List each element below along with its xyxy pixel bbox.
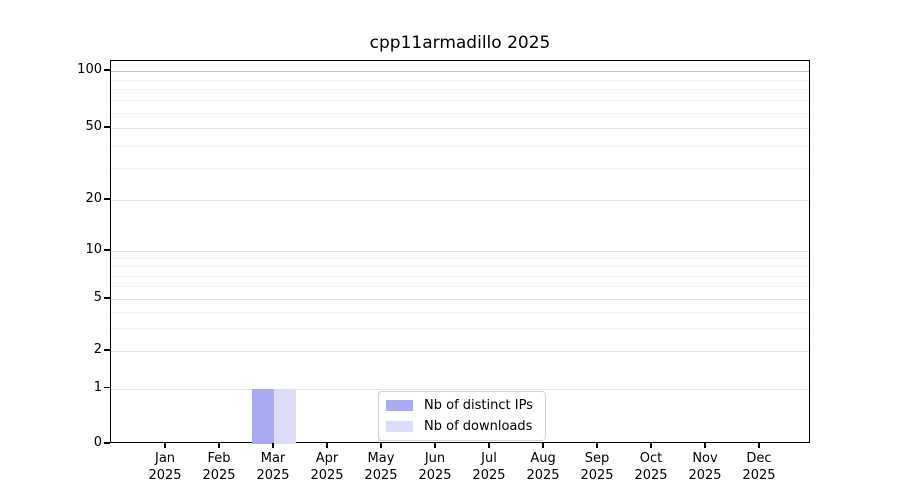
x-tick-month: Jun <box>424 451 446 466</box>
minor-gridline <box>111 327 809 329</box>
minor-gridline <box>111 275 809 277</box>
minor-gridline <box>111 286 809 288</box>
major-gridline <box>111 200 809 202</box>
x-tick-mark <box>488 443 490 448</box>
bar-downloads <box>274 388 296 444</box>
x-tick-mark <box>596 443 598 448</box>
legend-swatch-downloads <box>386 421 413 432</box>
bar-distinct-ips <box>252 388 275 444</box>
x-tick-year: 2025 <box>418 467 452 483</box>
x-tick-mark <box>272 443 274 448</box>
x-tick-year: 2025 <box>148 467 182 483</box>
x-tick-year: 2025 <box>364 467 398 483</box>
x-tick-label: May 2025 <box>349 451 413 484</box>
y-tick-mark <box>104 349 110 351</box>
legend-label-distinct-ips: Nb of distinct IPs <box>424 398 533 413</box>
major-gridline <box>111 298 809 300</box>
legend-swatch-distinct-ips <box>386 400 413 411</box>
x-tick-label: Aug 2025 <box>511 451 575 484</box>
y-tick-mark <box>104 386 110 389</box>
x-tick-month: Nov <box>692 451 718 466</box>
x-tick-label: Feb 2025 <box>187 451 251 484</box>
x-tick-year: 2025 <box>580 467 614 483</box>
legend-label-downloads: Nb of downloads <box>424 419 533 434</box>
x-tick-label: Jun 2025 <box>403 451 467 484</box>
y-tick-mark <box>104 126 110 128</box>
y-tick-mark <box>104 198 110 200</box>
y-tick-label: 2 <box>93 342 102 357</box>
x-tick-label: Mar 2025 <box>241 451 305 484</box>
minor-gridline <box>111 79 809 81</box>
x-tick-month: Jan <box>154 451 176 466</box>
x-tick-year: 2025 <box>526 467 560 483</box>
plot-area <box>110 60 810 444</box>
minor-gridline <box>111 258 809 260</box>
x-tick-month: May <box>367 451 395 466</box>
x-tick-label: Dec 2025 <box>727 451 791 484</box>
y-tick-mark <box>104 69 110 71</box>
x-tick-month: Sep <box>584 451 610 466</box>
x-tick-year: 2025 <box>310 467 344 483</box>
x-tick-year: 2025 <box>202 467 236 483</box>
y-tick-label: 0 <box>93 435 102 450</box>
y-tick-mark <box>104 442 110 444</box>
x-tick-month: Dec <box>746 451 772 466</box>
major-gridline <box>111 250 809 252</box>
minor-gridline <box>111 168 809 170</box>
major-gridline <box>111 351 809 352</box>
x-tick-year: 2025 <box>742 467 776 483</box>
x-tick-month: Aug <box>530 451 556 466</box>
x-tick-label: Apr 2025 <box>295 451 359 484</box>
major-gridline <box>111 70 809 72</box>
x-tick-mark <box>758 443 760 448</box>
x-tick-mark <box>326 443 328 448</box>
x-tick-mark <box>704 443 706 448</box>
x-tick-mark <box>164 443 166 448</box>
minor-gridline <box>111 266 809 268</box>
x-tick-label: Jan 2025 <box>133 451 197 484</box>
minor-gridline <box>111 100 809 102</box>
y-tick-mark <box>104 249 110 251</box>
x-tick-month: Mar <box>260 451 286 466</box>
minor-gridline <box>111 113 809 114</box>
x-tick-year: 2025 <box>256 467 290 483</box>
x-tick-label: Oct 2025 <box>619 451 683 484</box>
y-tick-label: 5 <box>93 289 102 305</box>
x-tick-year: 2025 <box>472 467 506 483</box>
x-tick-month: Apr <box>315 451 339 466</box>
x-tick-month: Jul <box>481 451 497 466</box>
legend-entry-downloads: Nb of downloads <box>386 419 537 434</box>
major-gridline <box>111 388 809 390</box>
x-tick-label: Sep 2025 <box>565 451 629 484</box>
x-tick-mark <box>650 443 652 448</box>
x-tick-label: Jul 2025 <box>457 451 521 484</box>
x-tick-label: Nov 2025 <box>673 451 737 484</box>
x-tick-month: Oct <box>639 451 663 466</box>
minor-gridline <box>111 311 809 313</box>
x-tick-month: Feb <box>207 451 231 466</box>
chart-title: cpp11armadillo 2025 <box>369 33 551 53</box>
y-tick-label: 1 <box>93 379 102 395</box>
y-tick-label: 50 <box>85 119 102 135</box>
x-tick-mark <box>434 443 436 448</box>
y-tick-label: 100 <box>77 61 102 77</box>
y-tick-label: 20 <box>85 191 102 207</box>
legend-entry-distinct-ips: Nb of distinct IPs <box>386 398 537 413</box>
major-gridline <box>111 128 809 130</box>
legend: Nb of distinct IPs Nb of downloads <box>378 391 546 441</box>
minor-gridline <box>111 89 809 91</box>
minor-gridline <box>111 145 809 147</box>
x-tick-mark <box>218 443 220 448</box>
x-tick-mark <box>380 443 382 448</box>
y-tick-label: 10 <box>85 241 102 257</box>
x-tick-mark <box>542 443 544 448</box>
x-tick-year: 2025 <box>634 467 668 483</box>
y-tick-mark <box>104 297 110 299</box>
x-tick-year: 2025 <box>688 467 722 483</box>
